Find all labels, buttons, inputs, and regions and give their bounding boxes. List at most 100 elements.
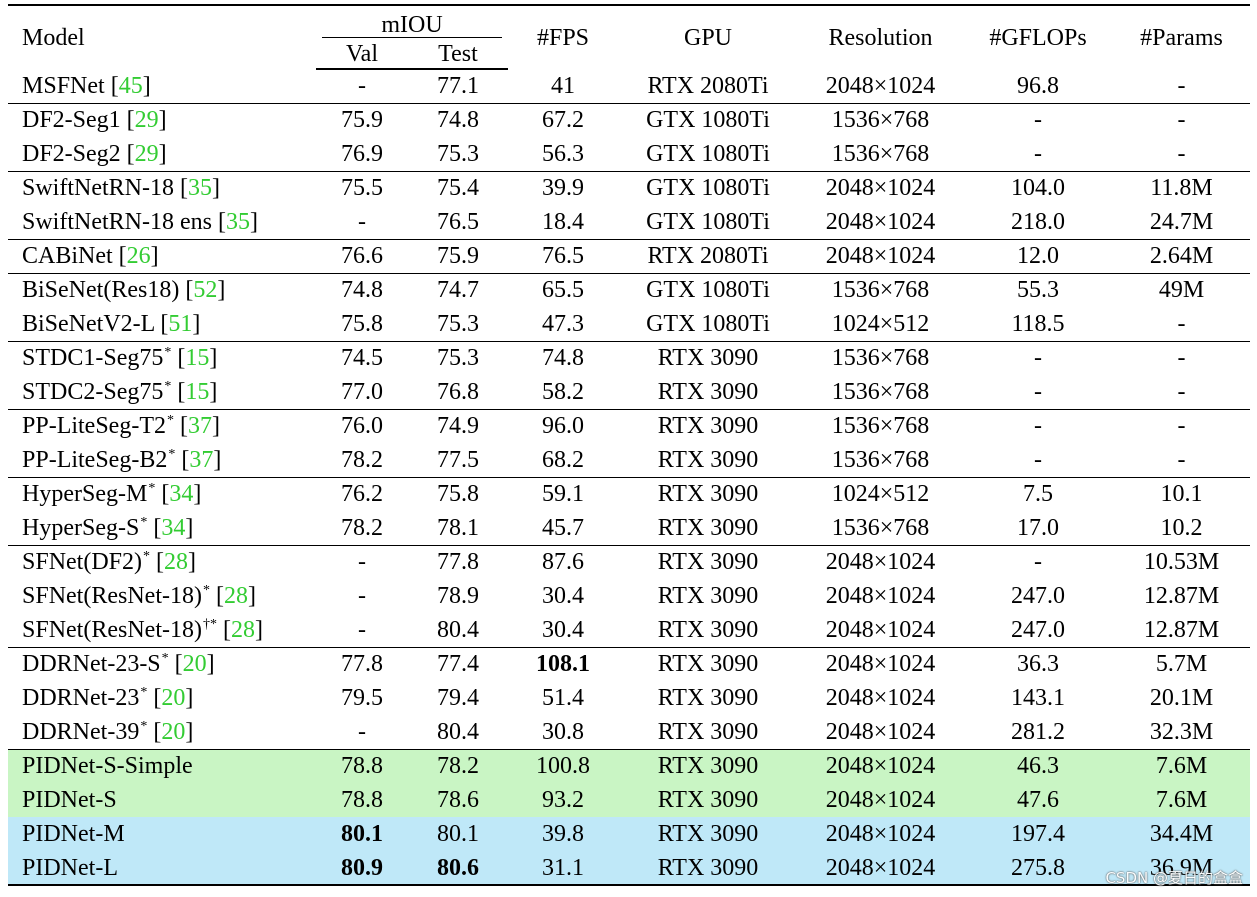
cell-fps: 100.8 bbox=[508, 748, 618, 783]
model-name: PP-LiteSeg-T2 bbox=[22, 413, 166, 440]
citation-link[interactable]: 29 bbox=[134, 107, 159, 134]
citation-link[interactable]: 51 bbox=[168, 310, 193, 337]
cell-test: 75.3 bbox=[437, 310, 479, 337]
cell-params: - bbox=[1177, 310, 1186, 337]
table-row: SwiftNetRN-18 [35] 75.5 75.4 39.9 GTX 1080Ti… bbox=[8, 170, 1250, 205]
citation-link[interactable]: 20 bbox=[182, 651, 207, 678]
cell-gpu: RTX 3090 bbox=[657, 446, 759, 473]
cell-fps: 39.9 bbox=[508, 170, 618, 205]
cell-gpu: GTX 1080Ti bbox=[646, 208, 770, 235]
cell-params: 11.8M bbox=[1113, 170, 1250, 205]
cell-val: 74.5 bbox=[316, 340, 408, 375]
cell-test: 78.9 bbox=[437, 583, 479, 609]
model-name-cell: STDC2-Seg75* [15] bbox=[22, 378, 218, 405]
cell-gflops: 7.5 bbox=[963, 476, 1113, 511]
cell-params: 2.64M bbox=[1113, 238, 1250, 273]
model-name: SwiftNetRN-18 bbox=[22, 175, 174, 202]
citation-link[interactable]: 20 bbox=[161, 685, 186, 711]
model-name: SFNet(ResNet-18) bbox=[22, 616, 202, 643]
cell-val: 79.5 bbox=[341, 685, 383, 711]
citation-link[interactable]: 15 bbox=[185, 345, 210, 372]
citation-link[interactable]: 45 bbox=[118, 72, 143, 99]
model-name: PIDNet-S-Simple bbox=[22, 753, 193, 780]
header-gpu: GPU bbox=[618, 4, 798, 69]
model-name-cell: DDRNet-23-S* [20] bbox=[8, 646, 316, 681]
cell-val: 76.9 bbox=[341, 140, 383, 167]
cell-res: 2048×1024 bbox=[798, 170, 963, 205]
cell-params: 49M bbox=[1113, 272, 1250, 307]
cell-test: 76.5 bbox=[437, 208, 479, 235]
table-row: PIDNet-M 80.1 80.1 39.8 RTX 3090 2048×1024 197… bbox=[8, 817, 1250, 851]
cell-gpu: RTX 3090 bbox=[657, 583, 759, 609]
citation-link[interactable]: 28 bbox=[230, 616, 255, 643]
model-name: SwiftNetRN-18 ens bbox=[22, 208, 212, 235]
model-name-cell: SFNet(DF2)* [28] bbox=[8, 544, 316, 579]
cell-gflops: - bbox=[963, 340, 1113, 375]
header-test: Test bbox=[408, 39, 508, 70]
citation-link[interactable]: 29 bbox=[134, 140, 159, 167]
cell-val: - bbox=[358, 616, 366, 643]
citation-link[interactable]: 15 bbox=[185, 378, 210, 405]
cell-params: - bbox=[1177, 140, 1186, 167]
citation-link[interactable]: 28 bbox=[223, 583, 248, 609]
cell-params: - bbox=[1113, 408, 1250, 443]
citation-link[interactable]: 26 bbox=[126, 243, 151, 269]
cell-res: 2048×1024 bbox=[825, 616, 936, 643]
table-row: DF2-Seg1 [29] 75.9 74.8 67.2 GTX 1080Ti 1536×… bbox=[8, 102, 1250, 137]
cell-val: 80.9 bbox=[316, 851, 408, 886]
cell-gflops: - bbox=[1034, 140, 1042, 167]
model-superscript: * bbox=[140, 514, 148, 530]
citation-link[interactable]: 37 bbox=[188, 413, 212, 440]
cell-gpu: RTX 3090 bbox=[657, 514, 759, 541]
model-superscript: * bbox=[140, 685, 148, 700]
cell-test: 75.8 bbox=[408, 476, 508, 511]
citation-link[interactable]: 35 bbox=[225, 208, 250, 235]
cell-val: 78.8 bbox=[316, 783, 408, 817]
table-row: DDRNet-23* [20] 79.5 79.4 51.4 RTX 3090 2048×… bbox=[8, 681, 1250, 715]
model-name: PIDNet-S bbox=[22, 787, 117, 813]
cell-fps: 76.5 bbox=[508, 238, 618, 273]
cell-gpu: RTX 3090 bbox=[618, 748, 798, 783]
table-row: PP-LiteSeg-B2* [37] 78.2 77.5 68.2 RTX 3090 1… bbox=[8, 443, 1250, 477]
cell-gpu: RTX 3090 bbox=[657, 718, 759, 745]
citation-link[interactable]: 28 bbox=[164, 549, 189, 576]
header-model: Model bbox=[8, 4, 316, 69]
cell-res: 2048×1024 bbox=[825, 718, 936, 745]
header-val: Val bbox=[316, 39, 408, 70]
cell-gflops: 143.1 bbox=[1011, 685, 1065, 711]
cell-fps: 65.5 bbox=[508, 272, 618, 307]
cell-test: 80.4 bbox=[437, 616, 479, 643]
citation-link[interactable]: 37 bbox=[189, 446, 214, 473]
citation-link[interactable]: 34 bbox=[169, 481, 194, 508]
model-name: DDRNet-39 bbox=[22, 718, 140, 745]
cell-val: - bbox=[358, 718, 366, 745]
cell-res: 2048×1024 bbox=[825, 208, 936, 235]
model-superscript: * bbox=[140, 718, 148, 734]
model-name: MSFNet bbox=[22, 72, 105, 99]
cell-test: 75.3 bbox=[408, 340, 508, 375]
citation-link[interactable]: 34 bbox=[161, 514, 186, 541]
cell-params: 5.7M bbox=[1113, 646, 1250, 681]
model-name: PIDNet-M bbox=[22, 821, 125, 847]
citation-link[interactable]: 52 bbox=[193, 277, 218, 304]
cell-gflops: 47.6 bbox=[963, 783, 1113, 817]
model-name-cell: DF2-Seg1 [29] bbox=[8, 102, 316, 137]
citation-link[interactable]: 20 bbox=[161, 718, 186, 745]
model-name: SFNet(ResNet-18) bbox=[22, 583, 202, 609]
model-name-cell: PIDNet-S-Simple bbox=[8, 748, 316, 783]
model-name-cell: MSFNet [45] bbox=[22, 72, 151, 99]
model-name-cell: PIDNet-S bbox=[8, 783, 316, 817]
cell-fps: 45.7 bbox=[542, 514, 584, 541]
cell-val: - bbox=[358, 583, 366, 609]
cell-fps: 51.4 bbox=[542, 685, 584, 711]
cell-test: 77.5 bbox=[437, 446, 479, 473]
cell-params: 7.6M bbox=[1113, 748, 1250, 783]
citation-link[interactable]: 35 bbox=[188, 175, 212, 202]
model-superscript: * bbox=[167, 413, 174, 429]
cell-params: 10.53M bbox=[1113, 544, 1250, 579]
cell-gflops: 281.2 bbox=[1011, 718, 1065, 745]
cell-res: 1536×768 bbox=[831, 378, 930, 405]
table-row: DDRNet-23-S* [20] 77.8 77.4 108.1 RTX 3090 20… bbox=[8, 646, 1250, 681]
cell-test: 78.1 bbox=[437, 514, 479, 541]
cell-fps: 31.1 bbox=[508, 851, 618, 886]
